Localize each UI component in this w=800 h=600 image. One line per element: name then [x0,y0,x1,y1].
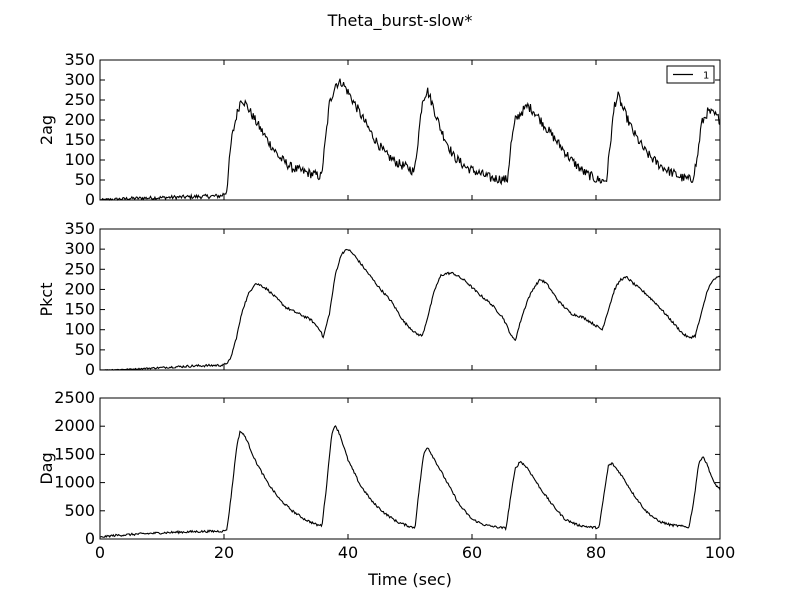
x-tick-label: 0 [95,543,105,562]
y-tick-label-2: 100 [64,320,95,339]
subplot-3: 0 500 1000 1500 2000 2500 0 20 40 60 80 100 Dag [37,388,735,562]
x-tick-label: 60 [462,543,482,562]
y-tick-label-2: 50 [75,340,95,359]
y-tick-label-1: 300 [64,70,95,89]
y-tick-label-2: 200 [64,279,95,298]
x-tick-label: 100 [705,543,736,562]
y-tick-label-3: 1500 [54,444,95,463]
plot-frame-2 [99,228,721,371]
x-tick-label: 80 [586,543,606,562]
subplot-group: 0501001502002503003502ag1050100150200250… [37,50,735,562]
legend-label: 1 [703,71,709,82]
y-tick-label-2: 0 [85,360,95,379]
plot-frame-1 [99,59,721,201]
y-tick-label-3: 2500 [54,388,95,407]
y-tick-label-2: 300 [64,239,95,258]
y-tick-label-1: 100 [64,150,95,169]
y-tick-label-1: 0 [85,190,95,209]
x-tick-label: 20 [214,543,234,562]
y-axis-label-2: Pkct [37,283,56,317]
y-tick-label-1: 150 [64,130,95,149]
plot-frame-3 [99,397,721,540]
series-line-1-1 [99,78,721,201]
y-axis-label-3: Dag [37,452,56,484]
y-tick-label-3: 2000 [54,416,95,435]
series-line-3-1 [99,425,721,539]
y-tick-label-2: 250 [64,259,95,278]
y-tick-label-1: 200 [64,110,95,129]
y-axis-label-1: 2ag [37,115,56,145]
y-tick-label-3: 500 [64,501,95,520]
y-tick-label-1: 50 [75,170,95,189]
x-tick-label: 40 [338,543,358,562]
x-axis-label: Time (sec) [367,570,452,589]
y-tick-label-2: 150 [64,300,95,319]
figure-title: Theta_burst-slow* [327,11,473,31]
y-tick-label-1: 350 [64,50,95,69]
y-tick-label-2: 350 [64,219,95,238]
y-tick-label-1: 250 [64,90,95,109]
y-tick-label-3: 0 [85,529,95,548]
series-line-2-1 [99,248,721,371]
y-tick-label-3: 1000 [54,473,95,492]
